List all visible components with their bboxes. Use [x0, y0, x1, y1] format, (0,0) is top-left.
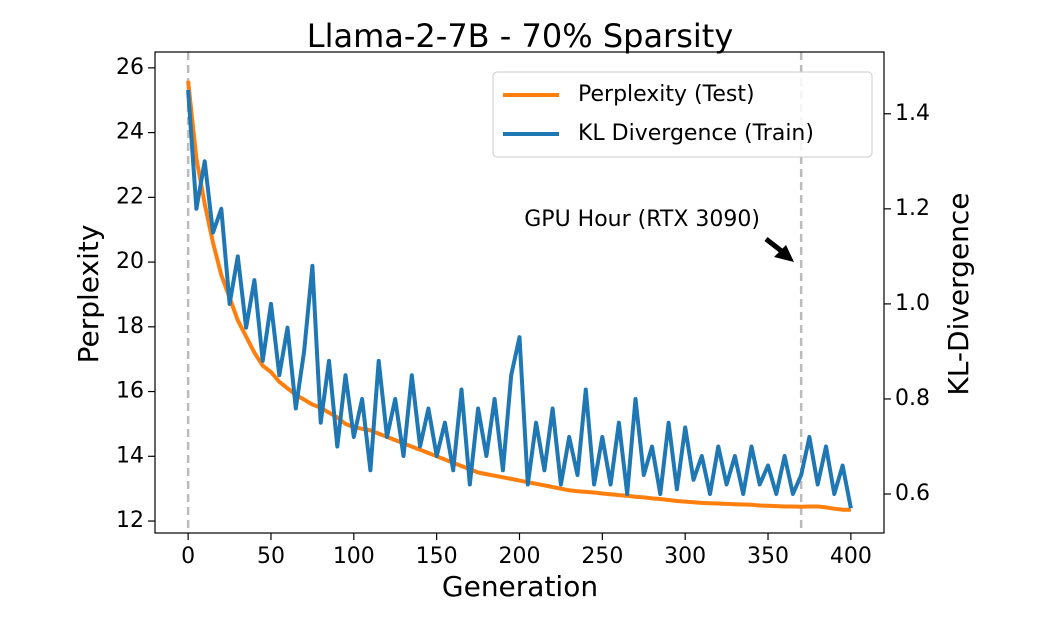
y-tick-label: 14	[116, 443, 144, 468]
x-tick-label: 0	[181, 544, 195, 569]
series-line	[186, 89, 853, 509]
y-tick-label: 12	[116, 508, 144, 533]
y2-tick-label: 0.6	[895, 481, 930, 506]
x-tick-label: 350	[747, 544, 789, 569]
x-axis-label: Generation	[442, 570, 598, 603]
x-tick-label: 250	[581, 544, 623, 569]
y-axis-label: Perplexity	[72, 225, 105, 364]
x-tick-label: 100	[333, 544, 375, 569]
y-tick-label: 26	[116, 55, 144, 80]
y2-tick-label: 1.2	[895, 196, 930, 221]
y2-tick-label: 0.8	[895, 386, 930, 411]
y-tick-label: 22	[116, 184, 144, 209]
y2-tick-label: 1.4	[895, 101, 930, 126]
chart-title: Llama-2-7B - 70% Sparsity	[307, 17, 734, 55]
x-tick-label: 200	[499, 544, 541, 569]
y2-axis-label: KL-Divergence	[942, 192, 975, 395]
axes-frame	[154, 51, 885, 534]
x-tick-label: 400	[830, 544, 872, 569]
arrow	[764, 237, 794, 262]
legend-label: Perplexity (Test)	[578, 82, 755, 107]
annotation: GPU Hour (RTX 3090)	[524, 207, 760, 232]
x-tick-label: 300	[664, 544, 706, 569]
y-tick-label: 16	[116, 379, 144, 404]
y-tick-label: 18	[116, 314, 144, 339]
x-tick-label: 50	[257, 544, 285, 569]
legend-label: KL Divergence (Train)	[578, 121, 814, 146]
legend-box	[492, 71, 873, 158]
y-tick-label: 20	[116, 249, 144, 274]
x-tick-label: 150	[416, 544, 458, 569]
y2-tick-label: 1.0	[895, 291, 930, 316]
y-tick-label: 24	[116, 120, 144, 145]
